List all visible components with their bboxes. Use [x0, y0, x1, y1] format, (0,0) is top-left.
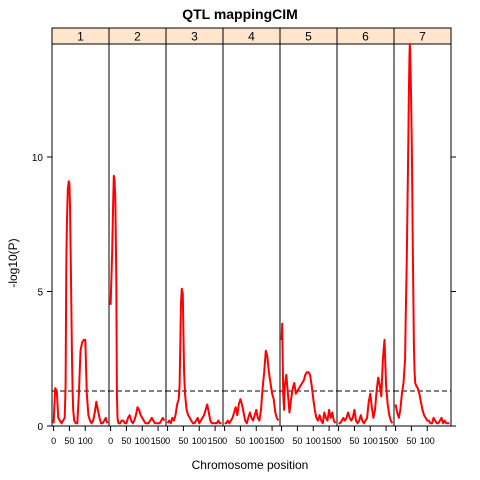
- x-tick-label: 0: [279, 436, 284, 446]
- x-tick-label: 50: [406, 436, 416, 446]
- panel-frame: [165, 43, 224, 427]
- lod-curve-chr-7: [394, 43, 450, 425]
- lod-curve-chr-1: [52, 180, 109, 425]
- y-tick-label: 10: [32, 153, 44, 164]
- x-tick-label: 100: [306, 436, 321, 446]
- panel-frame: [279, 43, 338, 427]
- strip-label: 5: [305, 30, 312, 44]
- x-tick-label: 100: [192, 436, 207, 446]
- strip-label: 6: [362, 30, 369, 44]
- x-tick-label: 150: [322, 436, 337, 446]
- panel-chr-2: 2 0 50 100 150: [108, 27, 167, 446]
- panel-chr-7: 7 0 50 100: [393, 27, 452, 446]
- x-tick-label: 0: [393, 436, 398, 446]
- lod-curve-chr-2: [109, 174, 166, 425]
- x-tick-label: 50: [292, 436, 302, 446]
- y-tick-label: 5: [37, 287, 43, 298]
- panel-frame: [222, 43, 281, 427]
- x-tick-label: 100: [135, 436, 150, 446]
- x-tick-label: 150: [208, 436, 223, 446]
- x-tick-label: 0: [165, 436, 170, 446]
- x-tick-label: 0: [222, 436, 227, 446]
- panel-frame: [393, 43, 452, 427]
- strip-label: 2: [134, 30, 141, 44]
- panel-chr-4: 4 0 50 100 150: [222, 27, 281, 446]
- x-axis-label: Chromosome position: [192, 458, 309, 472]
- y-tick-label: 0: [37, 422, 43, 433]
- x-tick-label: 0: [51, 436, 56, 446]
- x-tick-label: 100: [363, 436, 378, 446]
- lod-curve-chr-5: [280, 322, 337, 425]
- lod-curve-chr-4: [224, 349, 280, 425]
- panel-chr-6: 6 0 50 100 150: [336, 27, 395, 446]
- panel-chr-1: 1 0 50 100: [51, 27, 110, 446]
- x-tick-label: 150: [379, 436, 394, 446]
- x-tick-label: 50: [64, 436, 74, 446]
- lod-curve-chr-3: [166, 287, 222, 425]
- x-tick-label: 50: [121, 436, 131, 446]
- chart-title: QTL mappingCIM: [182, 6, 298, 22]
- y-axis-right: [451, 156, 456, 427]
- panel-chr-3: 3 0 50 100 150: [165, 27, 224, 446]
- strip-label: 3: [191, 30, 198, 44]
- x-tick-label: 100: [420, 436, 435, 446]
- lod-curve-chr-6: [338, 338, 394, 425]
- strip-label: 4: [248, 30, 255, 44]
- y-axis-left: 0 5 10: [32, 153, 52, 433]
- x-tick-label: 50: [178, 436, 188, 446]
- x-tick-label: 0: [336, 436, 341, 446]
- strip-label: 1: [77, 30, 84, 44]
- x-tick-label: 150: [265, 436, 280, 446]
- panel-chr-5: 50 50 100 150: [279, 27, 338, 446]
- strip-label: 7: [419, 30, 426, 44]
- y-axis-label: -log10(P): [6, 238, 20, 287]
- x-tick-label: 150: [151, 436, 166, 446]
- x-tick-label: 50: [349, 436, 359, 446]
- x-tick-label: 100: [249, 436, 264, 446]
- x-tick-label: 0: [108, 436, 113, 446]
- x-tick-label: 50: [235, 436, 245, 446]
- x-tick-label: 100: [78, 436, 93, 446]
